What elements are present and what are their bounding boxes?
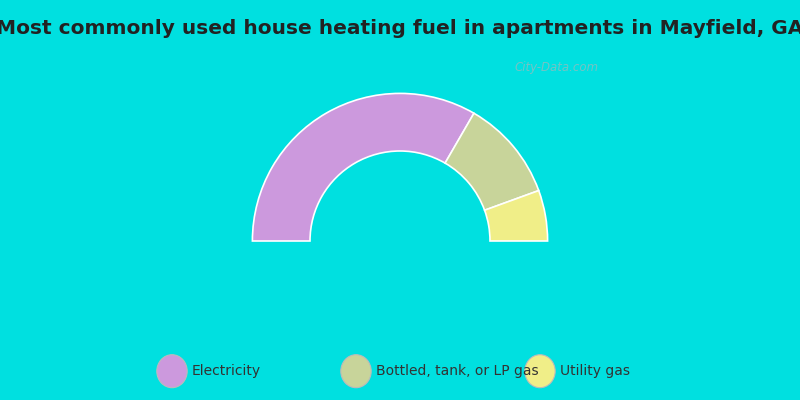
Ellipse shape xyxy=(157,355,187,388)
Text: Utility gas: Utility gas xyxy=(560,364,630,378)
Text: City-Data.com: City-Data.com xyxy=(514,61,598,74)
Text: Most commonly used house heating fuel in apartments in Mayfield, GA: Most commonly used house heating fuel in… xyxy=(0,19,800,38)
Wedge shape xyxy=(445,113,538,210)
Text: Electricity: Electricity xyxy=(192,364,261,378)
Ellipse shape xyxy=(525,355,555,388)
Wedge shape xyxy=(253,94,474,241)
Ellipse shape xyxy=(341,355,371,388)
Text: Bottled, tank, or LP gas: Bottled, tank, or LP gas xyxy=(376,364,538,378)
Wedge shape xyxy=(485,190,547,241)
